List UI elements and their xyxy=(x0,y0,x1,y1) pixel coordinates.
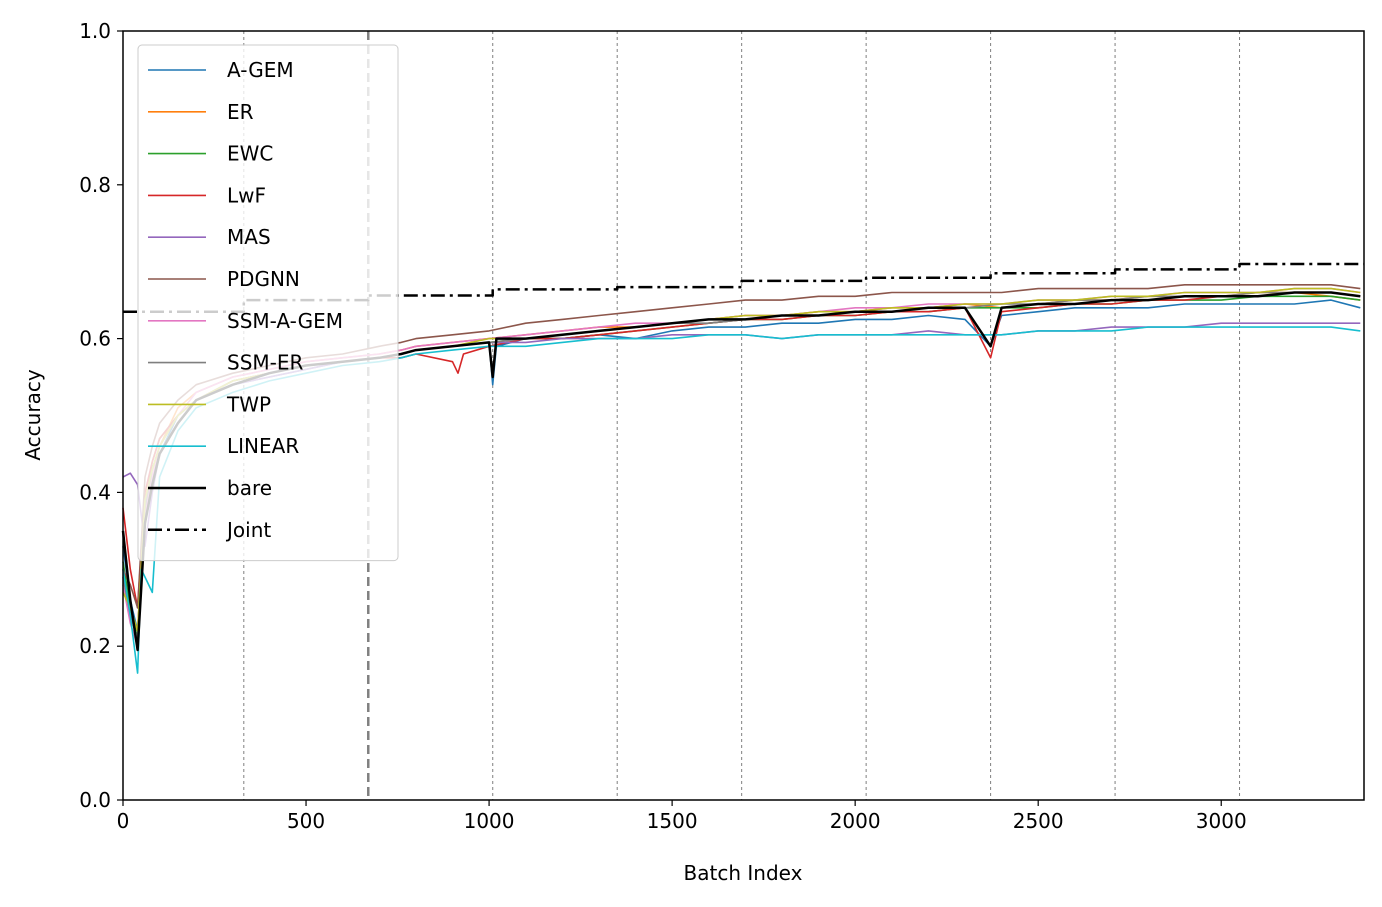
y-axis-label: Accuracy xyxy=(21,369,45,460)
legend-label: SSM-A-GEM xyxy=(227,309,343,333)
legend-label: A-GEM xyxy=(227,58,294,82)
y-tick-label: 1.0 xyxy=(79,19,111,43)
legend-label: ER xyxy=(227,100,254,124)
legend-label: SSM-ER xyxy=(227,351,304,375)
legend: A-GEM ER EWC LwF MAS PDGNN SSM-A-GEM SSM-ER TWP L… xyxy=(137,44,399,562)
x-tick-label: 2500 xyxy=(1013,809,1064,833)
legend-label: LwF xyxy=(227,183,266,207)
y-tick-label: 0.0 xyxy=(79,788,111,812)
y-tick-label: 0.6 xyxy=(79,327,111,351)
x-axis-label: Batch Index xyxy=(684,861,803,885)
x-tick-label: 3000 xyxy=(1196,809,1247,833)
x-tick-label: 1000 xyxy=(464,809,515,833)
x-tick-label: 1500 xyxy=(647,809,698,833)
legend-label: bare xyxy=(227,476,272,500)
x-tick-label: 2000 xyxy=(830,809,881,833)
legend-label: TWP xyxy=(226,392,271,416)
x-tick-label: 0 xyxy=(117,809,130,833)
legend-label: PDGNN xyxy=(227,267,300,291)
legend-box xyxy=(137,44,399,562)
x-tick-label: 500 xyxy=(287,809,325,833)
axis-ticks: 0 500 1000 1500 2000 2500 3000 0.0 0.2 0.4 0.6 0.8 1… xyxy=(79,19,1246,833)
y-tick-label: 0.8 xyxy=(79,173,111,197)
plot-frame xyxy=(122,30,1365,801)
legend-label: Joint xyxy=(225,518,271,542)
y-tick-label: 0.2 xyxy=(79,634,111,658)
y-tick-label: 0.4 xyxy=(79,480,111,504)
legend-label: MAS xyxy=(227,225,271,249)
legend-label: LINEAR xyxy=(227,434,299,458)
legend-label: EWC xyxy=(227,142,273,166)
